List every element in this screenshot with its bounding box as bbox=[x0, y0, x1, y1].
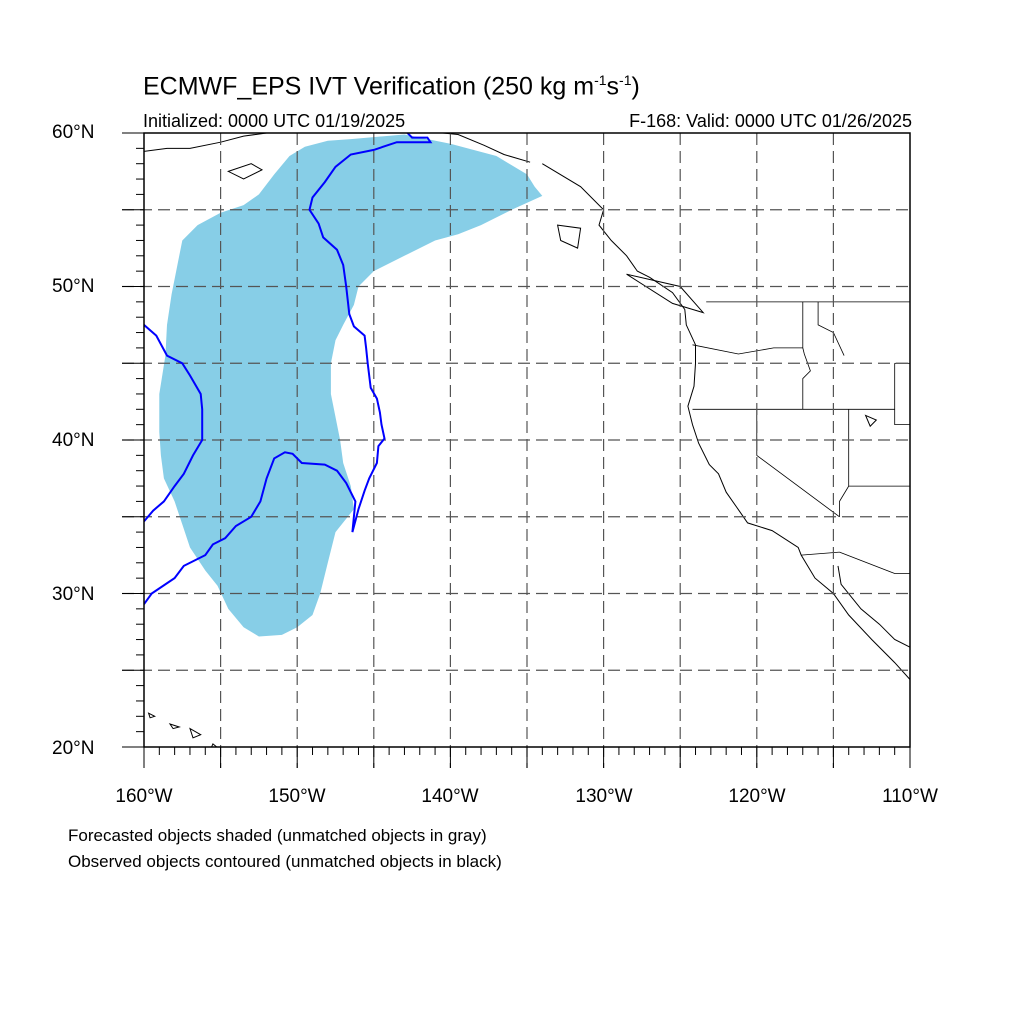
state-boundary bbox=[802, 301, 811, 410]
lat-label-40n: 40°N bbox=[52, 430, 95, 451]
island-outline bbox=[189, 727, 202, 739]
island-outline bbox=[211, 743, 218, 747]
west-coast-coastline bbox=[542, 163, 910, 680]
observed-ivt-object-contour bbox=[144, 324, 204, 523]
map-frame-layer bbox=[122, 132, 911, 768]
state-boundary bbox=[894, 363, 910, 426]
observed-ivt-object-contour bbox=[144, 133, 433, 605]
lon-label-160w: 160°W bbox=[115, 786, 173, 807]
observed-note: Observed objects contoured (unmatched ob… bbox=[68, 852, 502, 871]
alaska-peninsula-coastline bbox=[144, 133, 267, 152]
forecast-note: Forecasted objects shaded (unmatched obj… bbox=[68, 826, 487, 845]
lon-label-150w: 150°W bbox=[268, 786, 326, 807]
island-outline bbox=[556, 224, 582, 249]
observed-objects-layer bbox=[144, 133, 433, 605]
state-boundary bbox=[756, 409, 840, 518]
gulf-of-alaska-coastline bbox=[437, 133, 531, 163]
gridlines-layer bbox=[122, 133, 910, 768]
state-boundary bbox=[817, 301, 845, 356]
lat-label-30n: 30°N bbox=[52, 584, 95, 605]
gulf-of-california-coastline bbox=[837, 565, 910, 648]
lat-label-20n: 20°N bbox=[52, 738, 95, 759]
lon-label-140w: 140°W bbox=[421, 786, 479, 807]
island-outline bbox=[147, 712, 157, 719]
state-boundary bbox=[839, 551, 910, 574]
state-boundary bbox=[839, 409, 850, 517]
chart-title: ECMWF_EPS IVT Verification (250 kg m-1s-… bbox=[143, 72, 640, 101]
state-boundary bbox=[692, 344, 803, 355]
lon-label-120w: 120°W bbox=[728, 786, 786, 807]
island-outline bbox=[226, 163, 264, 180]
great-salt-lake-outline bbox=[864, 414, 878, 428]
lon-label-110w: 110°W bbox=[882, 786, 938, 807]
initialized-time: Initialized: 0000 UTC 01/19/2025 bbox=[143, 111, 406, 131]
lon-label-130w: 130°W bbox=[575, 786, 633, 807]
island-outline bbox=[626, 273, 705, 314]
lat-label-60n: 60°N bbox=[52, 122, 95, 143]
island-outline bbox=[168, 723, 181, 730]
lat-label-50n: 50°N bbox=[52, 276, 95, 297]
valid-time: F-168: Valid: 0000 UTC 01/26/2025 bbox=[629, 111, 912, 131]
